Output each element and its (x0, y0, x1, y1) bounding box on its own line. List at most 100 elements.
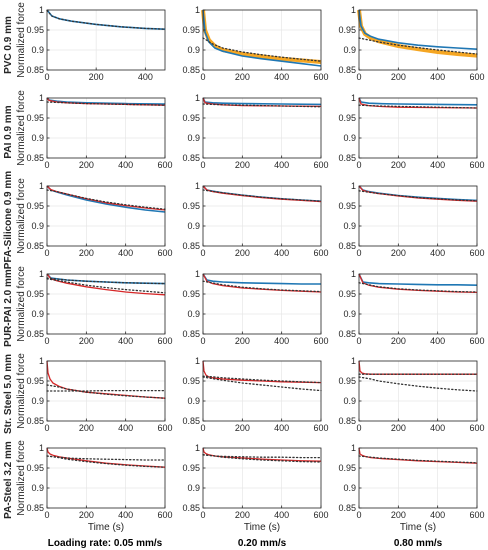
y-tick-label: 0.85 (338, 329, 356, 339)
y-tick-label: 0.9 (31, 309, 44, 319)
x-tick-label: 600 (469, 160, 484, 170)
y-tick-label: 0.95 (26, 201, 44, 211)
panel-r6-c2: 0.85 0.9 0.95 1 0 200 400 600 Time (s) (182, 443, 328, 533)
x-tick-label: 600 (157, 423, 172, 433)
y-tick-label: 0.95 (338, 376, 356, 386)
y-tick-label: 0.85 (338, 241, 356, 251)
axes-frame (46, 447, 166, 509)
y-tick-label: 1 (39, 5, 44, 15)
axes-frame (358, 360, 478, 422)
axes-frame (358, 97, 478, 159)
series-fit (46, 384, 166, 399)
column-label-2: 0.20 mm/s (238, 538, 287, 549)
plot-area (47, 448, 165, 508)
panel-r1-c2: 0.85 0.9 0.95 1 0 200 400 600 (182, 5, 328, 82)
y-tick-label: 1 (195, 5, 200, 15)
y-tick-label: 1 (351, 181, 356, 191)
x-tick-label: 0 (200, 510, 205, 520)
series-measured (358, 273, 478, 286)
y-tick-label: 1 (39, 269, 44, 279)
y-tick-label: 0.95 (182, 201, 200, 211)
y-tick-label: 0.95 (338, 463, 356, 473)
panel-r3-c3: 0.85 0.9 0.95 1 0 200 400 600 (338, 181, 484, 258)
series-fit (358, 376, 478, 392)
x-tick-label: 0 (200, 72, 205, 82)
y-tick-label: 0.95 (338, 201, 356, 211)
x-tick-label: 600 (313, 336, 328, 346)
y-axis-label: Normalized force (16, 266, 27, 342)
panel-r4-c1: 0.85 0.9 0.95 1 0 200 400 600 Normalized force (16, 266, 173, 346)
column-label-3: 0.80 mm/s (394, 538, 443, 549)
y-tick-label: 1 (351, 269, 356, 279)
x-tick-label: 600 (157, 248, 172, 258)
y-tick-label: 1 (351, 443, 356, 453)
x-tick-label: 0 (44, 510, 49, 520)
axes-frame (46, 360, 166, 422)
x-tick-label: 200 (391, 160, 406, 170)
series-fit (46, 9, 166, 30)
y-tick-label: 0.85 (182, 503, 200, 513)
series-model (46, 273, 166, 296)
y-tick-label: 0.9 (343, 309, 356, 319)
x-tick-label: 400 (274, 72, 289, 82)
plot-area (203, 98, 321, 158)
y-tick-label: 0.9 (187, 133, 200, 143)
row-labels: PVC 0.9 mm PAI 0.9 mm PFA-Silicone 0.9 m… (3, 16, 14, 519)
y-axis-label: Normalized force (16, 178, 27, 254)
y-tick-label: 1 (39, 356, 44, 366)
x-tick-label: 400 (118, 248, 133, 258)
x-tick-label: 400 (430, 510, 445, 520)
axes-frame (202, 447, 322, 509)
y-tick-label: 1 (39, 181, 44, 191)
x-tick-label: 200 (89, 72, 104, 82)
axes-frame (202, 97, 322, 159)
row-label-2: PAI 0.9 mm (3, 105, 14, 158)
y-tick-label: 0.9 (343, 483, 356, 493)
y-tick-label: 1 (195, 93, 200, 103)
series-measured (358, 9, 478, 50)
plot-area (359, 448, 477, 508)
panel-r3-c2: 0.85 0.9 0.95 1 0 200 400 600 (182, 181, 328, 258)
x-tick-label: 200 (391, 423, 406, 433)
series-fit (46, 101, 166, 106)
x-tick-label: 200 (235, 248, 250, 258)
panel-r2-c1: 0.85 0.9 0.95 1 0 200 400 600 Normalized force (16, 90, 173, 170)
y-tick-label: 0.95 (26, 289, 44, 299)
y-tick-label: 0.95 (338, 289, 356, 299)
panel-r4-c3: 0.85 0.9 0.95 1 0 200 400 600 (338, 269, 484, 346)
row-label-4: PUR-PAI 2.0 mm (3, 269, 14, 347)
panel-r5-c1: 0.85 0.9 0.95 1 0 200 400 600 Normalized force (16, 353, 173, 433)
y-tick-label: 0.85 (338, 65, 356, 75)
x-tick-label: 600 (313, 72, 328, 82)
y-tick-label: 0.85 (182, 416, 200, 426)
x-tick-label: 200 (79, 423, 94, 433)
y-tick-label: 1 (195, 269, 200, 279)
x-tick-label: 600 (157, 160, 172, 170)
axes-frame (46, 97, 166, 159)
panel-r5-c2: 0.85 0.9 0.95 1 0 200 400 600 (182, 356, 328, 433)
x-tick-label: 0 (44, 160, 49, 170)
y-tick-label: 0.85 (182, 329, 200, 339)
y-tick-label: 1 (195, 356, 200, 366)
x-tick-label: 0 (356, 423, 361, 433)
series-fit (46, 455, 166, 461)
plot-area (359, 361, 477, 421)
y-tick-label: 0.9 (343, 45, 356, 55)
y-tick-label: 0.85 (338, 503, 356, 513)
x-tick-label: 400 (118, 336, 133, 346)
y-tick-label: 0.85 (26, 153, 44, 163)
x-tick-label: 200 (235, 423, 250, 433)
axes-frame (358, 273, 478, 335)
x-tick-label: 0 (200, 160, 205, 170)
x-tick-label: 0 (44, 72, 49, 82)
x-tick-label: 600 (157, 510, 172, 520)
y-tick-label: 0.9 (187, 396, 200, 406)
series-fit (202, 454, 322, 463)
y-tick-label: 1 (351, 93, 356, 103)
x-tick-label: 200 (79, 336, 94, 346)
series-model (202, 273, 322, 293)
panel-r6-c1: 0.85 0.9 0.95 1 0 200 400 600 Normalized force Ti… (16, 440, 173, 533)
x-tick-label: 0 (200, 423, 205, 433)
x-tick-label: 200 (391, 336, 406, 346)
